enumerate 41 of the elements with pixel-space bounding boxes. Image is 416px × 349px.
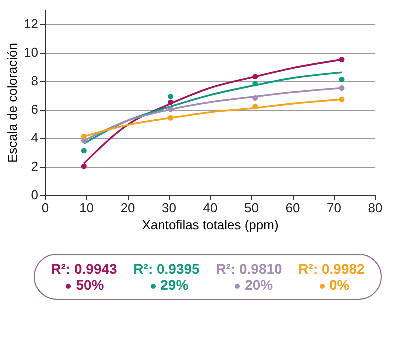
x-tick-label: 50 (244, 200, 259, 216)
point (252, 74, 258, 80)
x-tick-label: 40 (203, 200, 218, 216)
text: R²: 0.9943 (51, 261, 118, 277)
x-axis-title: Xantofilas totales (ppm) (142, 218, 279, 232)
point (81, 148, 87, 154)
point (252, 95, 258, 101)
point (339, 76, 345, 82)
legend-label: 50% (75, 277, 104, 293)
y-tick-label: 6 (31, 102, 38, 118)
point (168, 94, 174, 100)
point (168, 115, 174, 121)
point (81, 164, 87, 170)
legend-label: 0% (328, 277, 350, 293)
point (339, 86, 345, 92)
x-tick-label: 20 (120, 200, 136, 216)
text: R²: 0.9982 (298, 261, 365, 277)
y-tick-label: 12 (24, 16, 38, 32)
y-tick-label: 4 (31, 130, 38, 146)
point (252, 81, 258, 87)
y-tick-label: 0 (31, 188, 38, 202)
point (252, 104, 258, 110)
legend-label: 29% (160, 277, 189, 293)
x-tick-label: 10 (80, 200, 94, 216)
point (81, 134, 87, 140)
x-tick-label: 30 (162, 200, 176, 216)
x-tick-label: 80 (368, 200, 383, 216)
point (168, 106, 174, 112)
x-tick-label: 70 (327, 200, 342, 216)
y-tick-label: 8 (31, 74, 38, 89)
point (339, 57, 345, 63)
point (168, 100, 174, 106)
legend-label: 20% (244, 277, 274, 293)
y-axis-title: Escala de coloración (5, 43, 20, 163)
x-tick-label: 60 (286, 200, 300, 216)
text: R²: 0.9810 (216, 261, 282, 277)
y-tick-label: 10 (24, 45, 38, 60)
y-tick-label: 2 (31, 159, 38, 174)
point (339, 96, 345, 102)
x-tick-label: 0 (42, 200, 50, 216)
text: R²: 0.9395 (134, 261, 200, 277)
